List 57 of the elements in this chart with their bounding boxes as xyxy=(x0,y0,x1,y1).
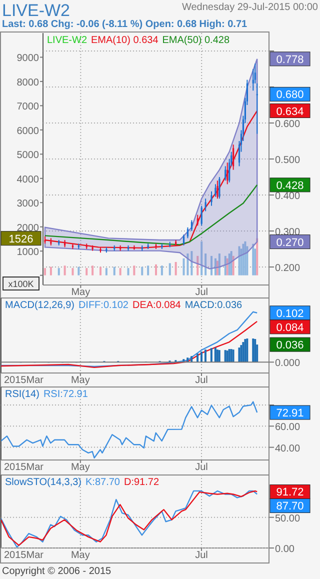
annotation: 0.428 xyxy=(276,180,304,192)
x-axis-title: 2015Mar xyxy=(4,375,44,386)
legend-title: LIVE-W2 xyxy=(47,35,88,46)
annotation: 0.270 xyxy=(276,236,304,249)
y-tick-label: 0.400 xyxy=(275,191,300,202)
y-tick-label: 40.00 xyxy=(275,443,300,454)
y2-tick-label: 1000 xyxy=(16,247,40,258)
chart-title: RSI(14) xyxy=(5,389,40,400)
chart-title: MACD(12,26,9) xyxy=(5,300,74,311)
y2-tick-label: 4000 xyxy=(16,174,40,186)
y2-tick-label: 7000 xyxy=(16,102,40,113)
text: 91.72 xyxy=(276,486,304,499)
x-tick-label: Jul xyxy=(195,287,208,298)
chart-title: LIVE-W2 xyxy=(2,1,70,20)
x-axis-title: 2015Mar xyxy=(4,550,44,561)
x-tick-label: Jul xyxy=(195,550,208,561)
y-tick-label: 50.00 xyxy=(275,513,300,524)
x-tick-label: May xyxy=(71,287,90,298)
text: DIFF:0.102 xyxy=(78,300,129,311)
y2-tick-label: 5000 xyxy=(16,150,40,162)
annotation: 0.778 xyxy=(276,54,304,66)
text: 0.000 xyxy=(275,358,300,370)
text: 1526 xyxy=(8,233,34,246)
y2-tick-label: 9000 xyxy=(16,53,40,64)
series-label: K:87.70 xyxy=(86,477,120,488)
y-tick-label: 60.00 xyxy=(275,422,300,434)
text: DEA:0.084 xyxy=(132,300,182,311)
y2-axis-title: x100K xyxy=(8,279,34,289)
text: 0.102 xyxy=(276,308,304,320)
x-tick-label: May xyxy=(70,375,90,386)
y-tick-label: 0.200 xyxy=(275,263,300,274)
text: MACD:0.036 xyxy=(184,300,243,311)
text: RSI:72.91 xyxy=(43,389,88,400)
y2-tick-label: 3000 xyxy=(16,198,40,210)
x-axis-title: 2015Mar xyxy=(4,462,44,473)
x-tick-label: May xyxy=(70,462,90,473)
y2-tick-label: 6000 xyxy=(16,126,40,137)
x-tick-label: Jul xyxy=(195,462,208,473)
chart-title: SlowSTO(14,3,3) xyxy=(5,477,82,488)
text: Copyright © 2006 - 2015 xyxy=(2,566,112,577)
y-tick-label: 0.00 xyxy=(275,544,295,555)
text: 0.084 xyxy=(276,322,304,334)
text: 0.036 xyxy=(276,340,304,352)
text: EMA(10) 0.634 xyxy=(91,35,159,46)
text: 87.70 xyxy=(276,500,304,513)
x-tick-label: May xyxy=(70,550,90,561)
annotation: 72.91 xyxy=(276,407,304,420)
series-label: D:91.72 xyxy=(124,477,160,488)
x-tick-label: Jul xyxy=(195,375,208,386)
annotation: 0.680 xyxy=(276,89,304,102)
chart-subtitle: Wednesday 29-Jul-2015 00:00 xyxy=(182,2,318,13)
text: EMA(50) 0.428 xyxy=(162,35,230,46)
annotation: 0.634 xyxy=(276,106,304,118)
y-tick-label: 0.600 xyxy=(275,119,300,130)
text: Last: 0.68 Chg: -0.06 (-8.11 %) Open: 0.68 High: 0.71 xyxy=(2,19,248,30)
y-tick-label: 0.500 xyxy=(275,155,300,166)
y2-tick-label: 8000 xyxy=(16,77,40,88)
